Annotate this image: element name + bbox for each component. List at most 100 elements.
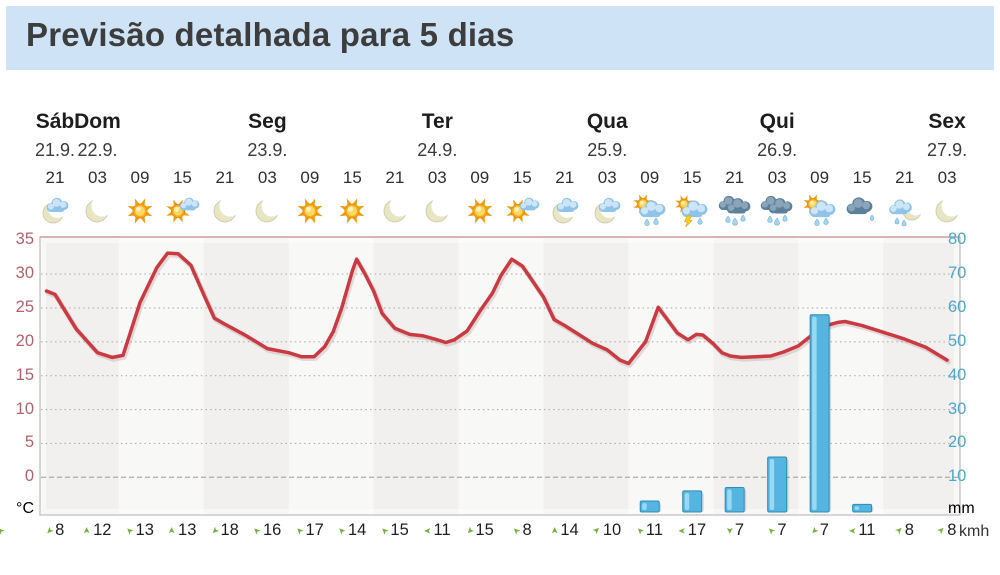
weather-icon-moon-cloud: [586, 195, 628, 227]
wind-item: ➤ 10: [590, 521, 621, 540]
wind-value: 11: [433, 521, 451, 539]
sun-icon: [339, 198, 365, 224]
hour-label: 09: [640, 168, 660, 187]
hour-label: 09: [130, 168, 150, 187]
sun-rain-icon: [802, 195, 835, 226]
weather-icon-moon-cloud: [544, 195, 586, 227]
wind-item: ➤ 11: [424, 521, 451, 540]
day-label: Qua: [586, 110, 628, 133]
temp-unit-label: °C: [16, 500, 34, 517]
wind-value: 7: [734, 521, 745, 539]
wind-direction-icon: ➤: [590, 523, 603, 537]
hour-label: 09: [300, 168, 320, 187]
wind-item: ➤ 12: [82, 521, 112, 540]
date-label: 25.9.: [587, 140, 628, 160]
moon-icon: [425, 195, 453, 223]
moon-icon: [935, 195, 963, 223]
temp-axis-tick: 10: [15, 399, 34, 418]
precip-axis-tick: 40: [948, 365, 967, 384]
wind-direction-icon: ➤: [633, 524, 646, 538]
hour-label: 03: [767, 168, 787, 187]
wind-direction-icon: ➤: [848, 526, 857, 536]
temp-axis-tick: 35: [15, 230, 34, 249]
wind-direction-icon: ➤: [549, 526, 560, 535]
wind-direction-icon: ➤: [208, 524, 222, 538]
wind-item: ➤ 7: [765, 521, 787, 540]
weather-icon-moon: [246, 195, 288, 227]
precip-unit-label: mm: [948, 500, 975, 517]
temp-axis-tick: 25: [15, 297, 34, 316]
wind-value: 8: [947, 521, 957, 539]
wind-item: ➤ 7: [725, 521, 744, 540]
wind-direction-icon: ➤: [423, 526, 432, 536]
wind-value: 13: [135, 521, 154, 539]
wind-item: ➤ 8: [510, 521, 532, 540]
sun-cloud-icon: [506, 197, 540, 223]
wind-value: 8: [522, 521, 532, 539]
wind-direction-icon: ➤: [463, 524, 477, 538]
wind-item: ➤ 16: [251, 521, 282, 540]
wind-direction-icon: ➤: [892, 523, 905, 537]
temp-axis-tick: 5: [24, 433, 34, 452]
wind-value: 7: [777, 521, 787, 539]
sun-icon: [127, 198, 153, 224]
wind-value: 12: [93, 521, 112, 539]
moon-icon: [213, 195, 241, 223]
wind-direction-icon: ➤: [166, 526, 177, 535]
wind-item: ➤ 14: [549, 521, 579, 540]
wind-item: ➤ 14: [335, 521, 367, 540]
weather-icon-rain: [756, 195, 798, 227]
wind-value: 15: [390, 521, 409, 539]
sun-icon: [297, 198, 323, 224]
precip-axis-tick: 70: [948, 264, 967, 283]
date-label: 24.9.: [417, 140, 458, 160]
precip-axis-tick: 50: [948, 331, 967, 350]
wind-item: ➤ 15: [463, 521, 494, 540]
date-label: 23.9.: [247, 140, 288, 160]
page-title: Previsão detalhada para 5 dias: [26, 16, 515, 53]
wind-item: ➤ 7: [808, 521, 829, 540]
header: Previsão detalhada para 5 dias: [6, 6, 994, 70]
cloud-drizzle-icon: [846, 197, 875, 221]
wind-direction-icon: ➤: [765, 524, 778, 538]
weather-icon-sun: [331, 195, 373, 227]
weather-icon-moon: [76, 195, 118, 227]
temp-axis-tick: 0: [24, 467, 34, 486]
wind-direction-icon: ➤: [808, 524, 821, 538]
rain-icon: [760, 195, 793, 226]
hour-label: 15: [172, 168, 192, 187]
hour-label: 09: [810, 168, 830, 187]
wind-direction-icon: ➤: [293, 524, 306, 538]
hour-label: 15: [512, 168, 532, 187]
hour-label: 15: [342, 168, 362, 187]
moon-icon: [383, 195, 411, 223]
wind-item: ➤ 13: [123, 521, 154, 540]
wind-value: 13: [178, 521, 197, 539]
weather-icon-moon: [374, 195, 416, 227]
wind-item: ➤ 8: [892, 521, 914, 540]
hour-label: 21: [895, 168, 915, 187]
precip-axis-tick: 60: [948, 297, 967, 316]
day-label: Sex: [928, 110, 966, 133]
hour-label: 15: [852, 168, 872, 187]
wind-direction-icon: ➤: [335, 524, 349, 538]
hour-label: 21: [385, 168, 405, 187]
hour-label: 21: [215, 168, 235, 187]
moon-rain-icon: [888, 198, 925, 227]
weather-icon-moon-cloud: [34, 195, 76, 227]
wind-item: ➤ 17: [678, 521, 706, 540]
wind-item: ➤ 11: [633, 521, 663, 540]
weather-icon-sun-cloud: [501, 195, 543, 227]
date-label: 27.9.: [927, 140, 968, 160]
wind-direction-icon: ➤: [678, 526, 686, 536]
temp-axis-tick: 15: [15, 365, 34, 384]
wind-item: ➤ 13: [166, 521, 197, 540]
weather-icon-sun-rain: [799, 195, 841, 227]
day-label: Sáb: [35, 110, 75, 133]
weather-icon-sun: [289, 195, 331, 227]
weather-icon-moon-rain: [884, 195, 926, 227]
wind-item: ➤ 8: [44, 521, 65, 540]
wind-value: 16: [262, 521, 282, 539]
wind-unit-label: kmh: [959, 523, 990, 540]
wind-value: 11: [858, 521, 876, 539]
